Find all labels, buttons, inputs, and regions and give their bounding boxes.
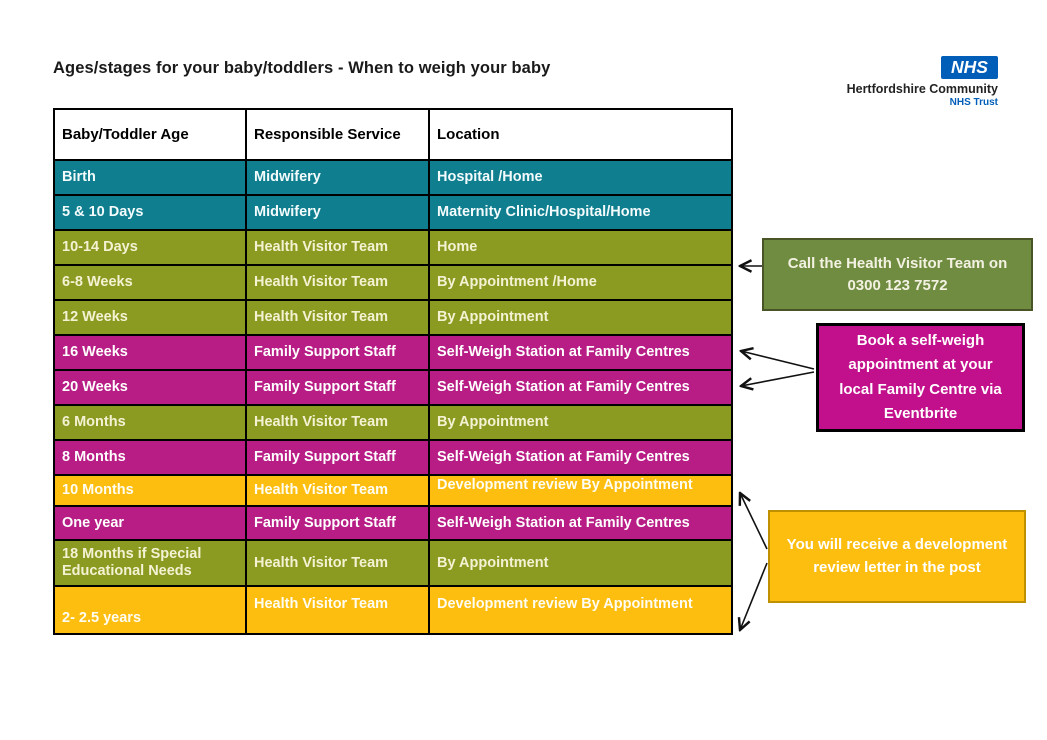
- cell-service: Midwifery: [245, 194, 430, 231]
- cell-age: 12 Weeks: [53, 299, 247, 336]
- callout-eventbrite-text: Book a self-weigh appointment at your lo…: [839, 331, 1002, 422]
- table-body: Birth Midwifery Hospital /Home 5 & 10 Days M…: [53, 159, 733, 635]
- cell-service: Family Support Staff: [245, 369, 430, 406]
- cell-age: 2- 2.5 years: [53, 585, 247, 635]
- cell-age: 16 Weeks: [53, 334, 247, 371]
- cell-service: Health Visitor Team: [245, 474, 430, 507]
- cell-age: 8 Months: [53, 439, 247, 476]
- table-header-row: Baby/Toddler Age Responsible Service Loc…: [53, 108, 733, 161]
- cell-age: 20 Weeks: [53, 369, 247, 406]
- header-service: Responsible Service: [245, 108, 430, 161]
- cell-location: Development review By Appointment: [428, 585, 733, 635]
- callout-eventbrite: Book a self-weigh appointment at your lo…: [816, 323, 1025, 432]
- cell-location: By Appointment: [428, 299, 733, 336]
- callout-health-visitor-text: Call the Health Visitor Team on 0300 123…: [787, 254, 1008, 294]
- table-row: 10 Months Health Visitor Team Development …: [53, 474, 733, 507]
- table-row: 2- 2.5 years Health Visitor Team Developme…: [53, 585, 733, 635]
- cell-service: Health Visitor Team: [245, 539, 430, 587]
- cell-service: Health Visitor Team: [245, 229, 430, 266]
- cell-location: Hospital /Home: [428, 159, 733, 196]
- cell-location: By Appointment /Home: [428, 264, 733, 301]
- header-age: Baby/Toddler Age: [53, 108, 247, 161]
- arrow-letter-2years: [740, 562, 768, 630]
- cell-location: Self-Weigh Station at Family Centres: [428, 369, 733, 406]
- nhs-org-name: Hertfordshire Community: [846, 82, 998, 96]
- nhs-logo-icon: NHS: [941, 56, 998, 79]
- table-row: 16 Weeks Family Support Staff Self-Weigh S…: [53, 334, 733, 371]
- callout-review-letter-text: You will receive a development review le…: [786, 536, 1008, 576]
- cell-location: Self-Weigh Station at Family Centres: [428, 439, 733, 476]
- cell-service: Health Visitor Team: [245, 299, 430, 336]
- cell-location: Self-Weigh Station at Family Centres: [428, 334, 733, 371]
- cell-age: 5 & 10 Days: [53, 194, 247, 231]
- cell-location: Home: [428, 229, 733, 266]
- arrow-letter-10months: [740, 493, 768, 550]
- cell-age: 10 Months: [53, 474, 247, 507]
- cell-age: 6 Months: [53, 404, 247, 441]
- cell-location: Development review By Appointment: [428, 474, 733, 507]
- nhs-trust-label: NHS Trust: [949, 97, 998, 108]
- cell-location: By Appointment: [428, 539, 733, 587]
- table-row: 12 Weeks Health Visitor Team By Appointmen…: [53, 299, 733, 336]
- cell-service: Health Visitor Team: [245, 264, 430, 301]
- cell-service: Health Visitor Team: [245, 585, 430, 635]
- cell-service: Health Visitor Team: [245, 404, 430, 441]
- table-row: One year Family Support Staff Self-Weigh S…: [53, 505, 733, 541]
- table-row: 20 Weeks Family Support Staff Self-Weigh S…: [53, 369, 733, 406]
- cell-location: Maternity Clinic/Hospital/Home: [428, 194, 733, 231]
- cell-service: Family Support Staff: [245, 505, 430, 541]
- table-row: 8 Months Family Support Staff Self-Weigh S…: [53, 439, 733, 476]
- cell-age: 10-14 Days: [53, 229, 247, 266]
- table-row: 18 Months if Special Educational Needs He…: [53, 539, 733, 587]
- page-title: Ages/stages for your baby/toddlers - Whe…: [53, 59, 551, 77]
- arrow-eventbrite-16wks: [741, 351, 815, 370]
- arrow-eventbrite-20wks: [741, 371, 815, 386]
- callout-health-visitor: Call the Health Visitor Team on 0300 123…: [762, 238, 1033, 311]
- nhs-logo: NHS Hertfordshire Community NHS Trust: [806, 56, 998, 108]
- cell-age: One year: [53, 505, 247, 541]
- header-location: Location: [428, 108, 733, 161]
- callout-review-letter: You will receive a development review le…: [768, 510, 1026, 603]
- cell-service: Midwifery: [245, 159, 430, 196]
- table-row: 10-14 Days Health Visitor Team Home: [53, 229, 733, 266]
- ages-stages-table: Baby/Toddler Age Responsible Service Loc…: [53, 108, 733, 635]
- table-row: 6-8 Weeks Health Visitor Team By Appointme…: [53, 264, 733, 301]
- cell-service: Family Support Staff: [245, 439, 430, 476]
- cell-location: Self-Weigh Station at Family Centres: [428, 505, 733, 541]
- cell-age: 6-8 Weeks: [53, 264, 247, 301]
- table-row: 6 Months Health Visitor Team By Appointmen…: [53, 404, 733, 441]
- cell-service: Family Support Staff: [245, 334, 430, 371]
- cell-age: Birth: [53, 159, 247, 196]
- table-row: 5 & 10 Days Midwifery Maternity Clinic/Hos…: [53, 194, 733, 231]
- table-row: Birth Midwifery Hospital /Home: [53, 159, 733, 196]
- cell-location: By Appointment: [428, 404, 733, 441]
- cell-age: 18 Months if Special Educational Needs: [53, 539, 247, 587]
